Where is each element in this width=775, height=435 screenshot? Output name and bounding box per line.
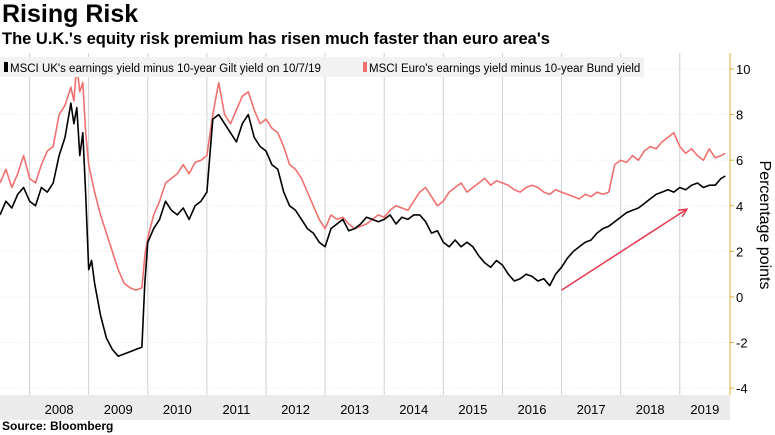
series-line-uk (0, 102, 726, 357)
y-tick-label: -2 (736, 336, 748, 351)
legend-background (0, 57, 644, 77)
legend-item-euro: MSCI Euro's earnings yield minus 10-year… (363, 62, 640, 75)
legend-label-euro: MSCI Euro's earnings yield minus 10-year… (369, 63, 640, 75)
y-tick-label: 2 (736, 244, 743, 259)
trend-arrow-head (677, 208, 689, 218)
y-tick-label: 6 (736, 153, 743, 168)
x-tick-label: 2013 (340, 402, 369, 417)
x-tick-label: 2017 (577, 402, 606, 417)
series-line-euro (0, 63, 726, 291)
x-axis-band (0, 395, 730, 420)
legend-swatch-uk (4, 62, 8, 72)
legend-item-uk: MSCI UK's earnings yield minus 10-year G… (4, 62, 321, 75)
x-tick-label: 2015 (458, 402, 487, 417)
legend-label-uk: MSCI UK's earnings yield minus 10-year G… (10, 63, 321, 75)
y-tick-label: -4 (736, 381, 748, 396)
x-tick-label: 2011 (222, 402, 250, 417)
trend-arrow-line (561, 208, 688, 291)
source-note: Source: Bloomberg (2, 419, 114, 433)
x-tick-label: 2010 (163, 402, 192, 417)
series-group (0, 63, 726, 357)
y-tick-label: 0 (736, 290, 743, 305)
y-tick-label: 8 (736, 108, 743, 123)
x-ticks: 2008 2009 2010 2011 2012 2013 2014 2015 2016 2017… (45, 402, 720, 417)
x-tick-label: 2009 (104, 402, 133, 417)
x-tick-label: 2016 (518, 402, 547, 417)
x-tick-label: 2018 (636, 402, 665, 417)
annotation-group (561, 208, 689, 291)
chart-title: Rising Risk (2, 0, 139, 28)
legend-swatch-euro (363, 62, 367, 72)
y-tick-label: 10 (736, 62, 750, 77)
chart-subtitle: The U.K.'s equity risk premium has risen… (2, 30, 550, 48)
y-axis-label: Percentage points (756, 161, 773, 290)
y-tick-label: 4 (736, 199, 743, 214)
x-tick-label: 2019 (690, 402, 719, 417)
y-ticks: 10 8 6 4 2 0 -2 -4 (730, 62, 750, 396)
x-tick-label: 2012 (281, 402, 310, 417)
x-tick-label: 2014 (399, 402, 428, 417)
x-tick-label: 2008 (45, 402, 74, 417)
